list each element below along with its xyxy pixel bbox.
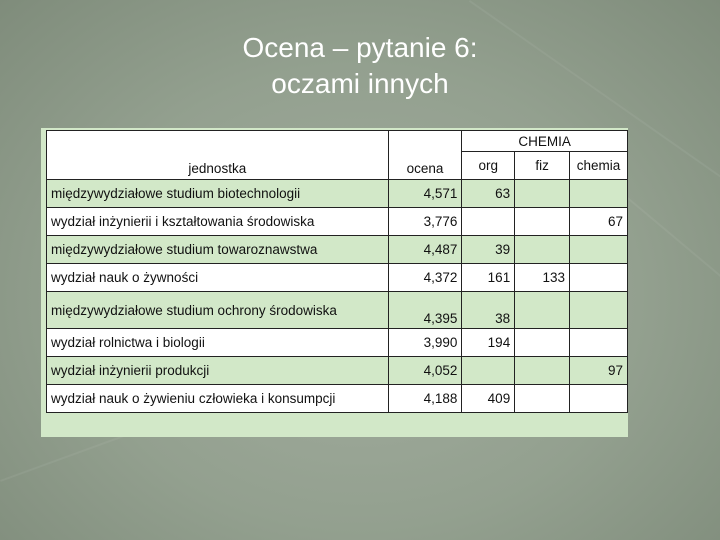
row-score: 4,188 [387,384,463,413]
row-score: 4,571 [387,179,463,208]
evaluation-table: jednostka ocena CHEMIA org fiz chemia mi… [46,130,628,413]
row-score: 3,776 [387,207,463,236]
row-chemia [569,235,628,264]
row-unit: międzywydziałowe studium biotechnologii [46,179,389,208]
row-chemia [569,263,628,292]
row-score: 3,990 [387,328,463,357]
table-panel: jednostka ocena CHEMIA org fiz chemia mi… [41,128,628,437]
header-chemia-group: CHEMIA [461,130,628,152]
row-unit: wydział nauk o żywności [46,263,389,292]
row-org [461,356,516,385]
header-chemia: chemia [569,151,628,180]
row-chemia: 97 [569,356,628,385]
row-score: 4,372 [387,263,463,292]
row-org: 38 [461,291,516,329]
table-row: wydział inżynierii produkcji 4,052 97 [46,356,628,385]
row-chemia [569,384,628,413]
title-line-1: Ocena – pytanie 6: [242,32,478,63]
row-chemia: 67 [569,207,628,236]
row-org: 161 [461,263,516,292]
row-score: 4,487 [387,235,463,264]
row-fiz: 133 [514,263,571,292]
table-row: międzywydziałowe studium towaroznawstwa … [46,235,628,264]
table-row: międzywydziałowe studium ochrony środowi… [46,291,628,329]
row-fiz [514,207,571,236]
row-unit: międzywydziałowe studium towaroznawstwa [46,235,389,264]
header-fiz: fiz [514,151,571,180]
table-row: międzywydziałowe studium biotechnologii … [46,179,628,208]
table-row: wydział nauk o żywieniu człowieka i kons… [46,384,628,413]
row-fiz [514,179,571,208]
row-unit: międzywydziałowe studium ochrony środowi… [46,291,389,329]
row-org: 194 [461,328,516,357]
header-row-group: jednostka ocena CHEMIA [46,130,628,180]
row-fiz [514,328,571,357]
row-fiz [514,291,571,329]
row-chemia [569,328,628,357]
row-org: 63 [461,179,516,208]
row-fiz [514,384,571,413]
header-row: org fiz chemia [47,151,628,180]
row-org: 39 [461,235,516,264]
table-row: wydział rolnictwa i biologii 3,990 194 [46,328,628,357]
row-fiz [514,235,571,264]
row-score: 4,395 [387,291,463,329]
row-chemia [569,291,628,329]
row-chemia [569,179,628,208]
slide-title: Ocena – pytanie 6: oczami innych [0,30,720,102]
header-org: org [461,151,516,180]
row-unit: wydział rolnictwa i biologii [46,328,389,357]
header-unit: jednostka [46,130,389,180]
table-row: wydział nauk o żywności 4,372 161 133 [46,263,628,292]
row-unit: wydział inżynierii i kształtowania środo… [46,207,389,236]
row-unit: wydział inżynierii produkcji [46,356,389,385]
row-unit: wydział nauk o żywieniu człowieka i kons… [46,384,389,413]
row-score: 4,052 [387,356,463,385]
table-row: wydział inżynierii i kształtowania środo… [46,207,628,236]
row-org: 409 [461,384,516,413]
header-score: ocena [387,130,463,180]
row-org [461,207,516,236]
row-fiz [514,356,571,385]
title-line-2: oczami innych [271,68,449,99]
